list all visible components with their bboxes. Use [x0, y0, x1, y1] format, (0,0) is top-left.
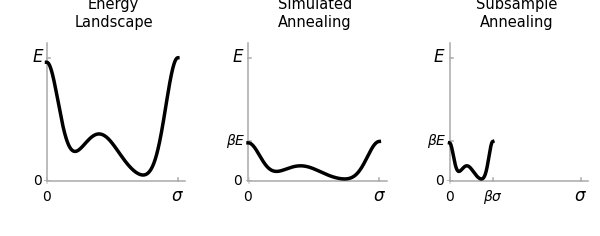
- Text: +: +: [244, 176, 252, 186]
- Text: $\beta E$: $\beta E$: [427, 132, 447, 150]
- Text: +: +: [446, 176, 454, 186]
- Text: $0$: $0$: [41, 190, 52, 204]
- Text: $0$: $0$: [33, 174, 43, 188]
- Title: Simulated
Annealing: Simulated Annealing: [278, 0, 352, 30]
- Text: $\sigma$: $\sigma$: [574, 188, 587, 205]
- Text: $\beta E$: $\beta E$: [226, 132, 245, 150]
- Text: $\sigma$: $\sigma$: [373, 188, 386, 205]
- Title: Subsample
Annealing: Subsample Annealing: [476, 0, 557, 30]
- Text: $0$: $0$: [243, 190, 253, 204]
- Title: Energy
Landscape: Energy Landscape: [74, 0, 153, 30]
- Text: +: +: [43, 176, 50, 186]
- Text: $E$: $E$: [433, 49, 446, 66]
- Text: $0$: $0$: [233, 174, 243, 188]
- Text: $E$: $E$: [32, 49, 44, 66]
- Text: $E$: $E$: [232, 49, 244, 66]
- Text: $\beta\sigma$: $\beta\sigma$: [483, 188, 503, 206]
- Text: $\sigma$: $\sigma$: [172, 188, 184, 205]
- Text: $0$: $0$: [435, 174, 445, 188]
- Text: $0$: $0$: [445, 190, 454, 204]
